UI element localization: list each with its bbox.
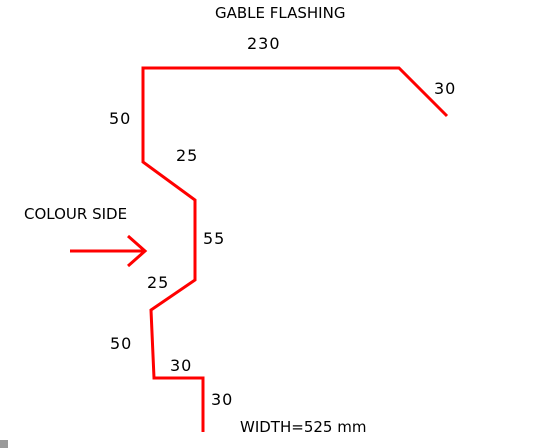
dim-foot-label: 30 — [170, 356, 192, 375]
dim-upstand-label: 50 — [109, 109, 131, 128]
dim-bend-upper-label: 25 — [176, 146, 198, 165]
corner-marker — [0, 440, 8, 448]
dim-drip-right-label: 30 — [434, 79, 456, 98]
dim-top-label: 230 — [247, 34, 281, 53]
dim-bend-lower-label: 25 — [147, 273, 169, 292]
colour-side-label: COLOUR SIDE — [24, 205, 127, 223]
diagram-title: GABLE FLASHING — [215, 4, 345, 22]
dim-lower-leg-label: 50 — [110, 334, 132, 353]
flashing-profile — [141, 66, 449, 432]
dim-bottom-drop-label: 30 — [211, 390, 233, 409]
width-label: WIDTH=525 mm — [240, 418, 366, 436]
dim-vertical-mid-label: 55 — [203, 229, 225, 248]
colour-side-arrow — [70, 234, 148, 268]
